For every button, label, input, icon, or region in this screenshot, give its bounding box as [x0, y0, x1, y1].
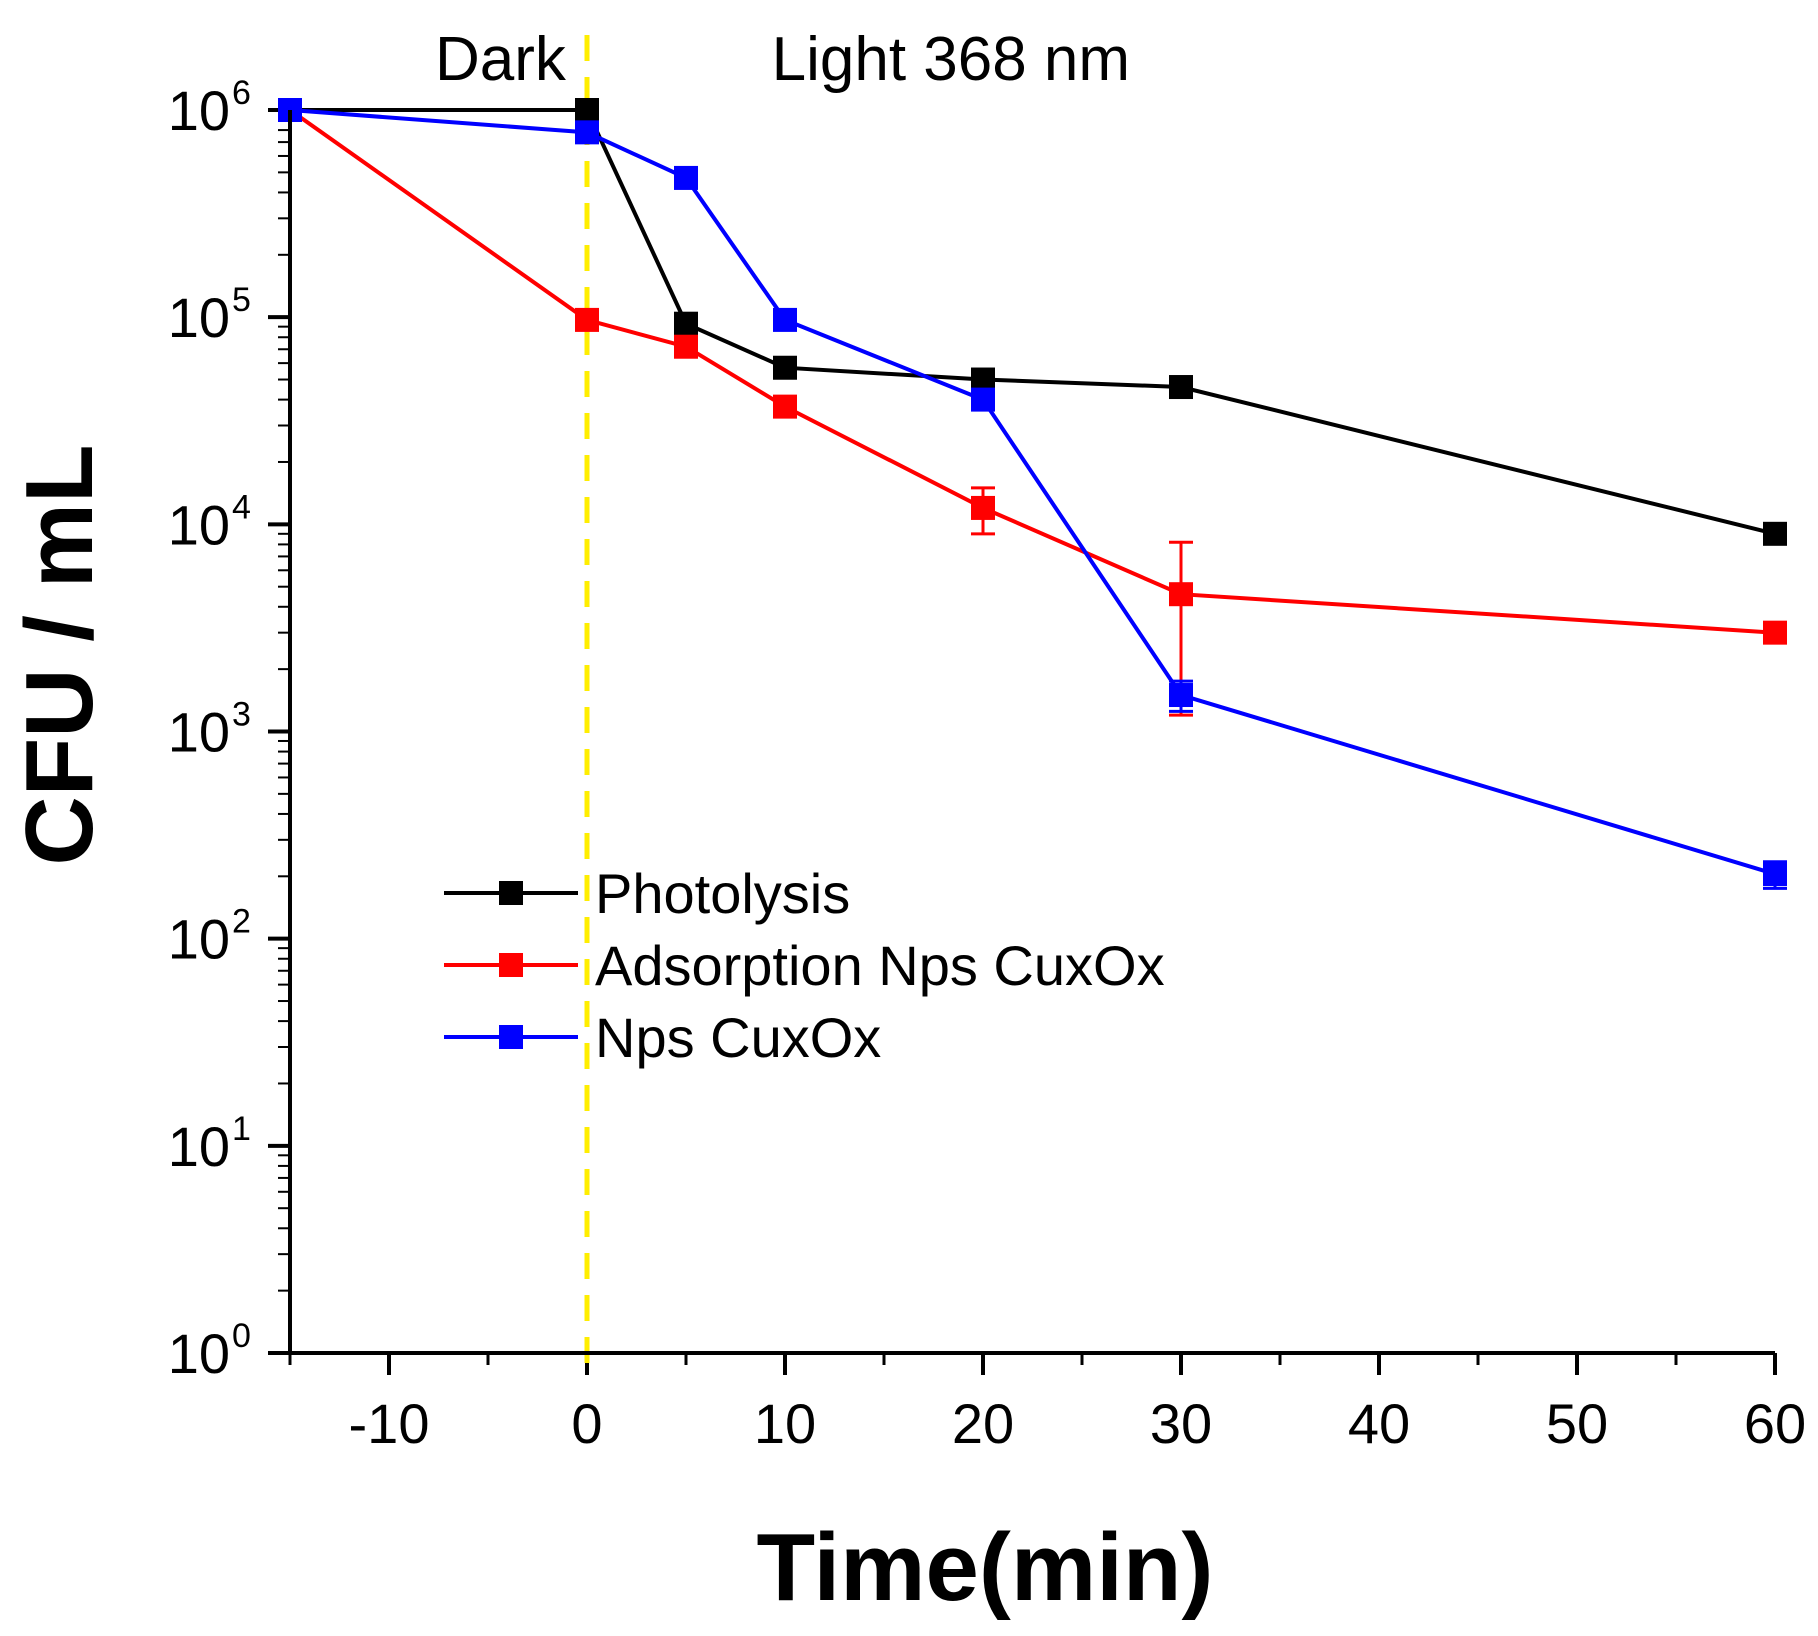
x-tick-label: 50: [1546, 1392, 1608, 1455]
data-point: [575, 307, 599, 332]
data-point: [1763, 862, 1787, 887]
legend-label: Nps CuxOx: [595, 1006, 881, 1069]
data-point: [575, 120, 599, 145]
series-layer: [278, 98, 1787, 890]
legend-marker: [499, 881, 523, 905]
series-2: [278, 98, 1787, 890]
series-1: [278, 98, 1787, 717]
labels-layer: Time(min) CFU / mL: [6, 444, 1213, 1621]
annotation-layer: Dark Light 368 nm: [435, 25, 1130, 94]
legend-item: Adsorption Nps CuxOx: [444, 934, 1165, 997]
legend-label: Adsorption Nps CuxOx: [595, 934, 1165, 997]
y-tick-label: 10: [168, 79, 230, 142]
y-tick-exponent: 5: [232, 281, 251, 319]
x-tick-label: 0: [571, 1392, 602, 1455]
data-point: [971, 495, 995, 520]
legend-label: Photolysis: [595, 862, 850, 925]
annotation-0: Dark: [435, 25, 567, 94]
legend-marker: [499, 953, 523, 977]
y-axis-title: CFU / mL: [6, 444, 113, 865]
series-line: [288, 108, 1776, 635]
annotation-1: Light 368 nm: [772, 25, 1130, 94]
x-tick-label: 30: [1150, 1392, 1212, 1455]
axes-layer: [288, 110, 1775, 1355]
data-point: [1763, 521, 1787, 546]
series-0: [278, 98, 1787, 546]
data-point: [1169, 683, 1193, 708]
series-line: [289, 108, 1776, 877]
data-point: [575, 98, 599, 122]
data-point: [674, 165, 698, 190]
data-point: [971, 387, 995, 412]
legend-marker: [499, 1025, 523, 1049]
data-point: [971, 367, 995, 392]
y-tick-exponent: 2: [232, 903, 251, 941]
data-point: [1763, 620, 1787, 645]
y-tick-label: 10: [168, 701, 230, 764]
data-point: [674, 311, 698, 336]
data-point: [674, 334, 698, 359]
y-tick-exponent: 0: [232, 1317, 251, 1355]
legend-item: Photolysis: [444, 862, 850, 925]
legend-item: Nps CuxOx: [444, 1006, 881, 1069]
y-tick-exponent: 6: [232, 74, 251, 112]
data-point: [773, 307, 797, 332]
x-axis-title: Time(min): [757, 1514, 1214, 1621]
y-tick-label: 10: [168, 1322, 230, 1385]
x-tick-label: 60: [1744, 1392, 1806, 1455]
x-tick-label: 10: [754, 1392, 816, 1455]
y-tick-label: 10: [168, 493, 230, 556]
y-tick-label: 10: [168, 1115, 230, 1178]
y-tick-label: 10: [168, 286, 230, 349]
x-tick-label: 20: [952, 1392, 1014, 1455]
y-tick-exponent: 3: [232, 696, 251, 734]
data-point: [1169, 375, 1193, 400]
legend: Photolysis Adsorption Nps CuxOx Nps CuxOx: [444, 862, 1165, 1069]
y-tick-exponent: 1: [232, 1110, 251, 1148]
x-tick-label: -10: [349, 1392, 430, 1455]
y-tick-exponent: 4: [232, 488, 251, 526]
y-tick-label: 10: [168, 908, 230, 971]
x-tick-label: 40: [1348, 1392, 1410, 1455]
data-point: [773, 394, 797, 419]
data-point: [1169, 582, 1193, 607]
data-point: [773, 355, 797, 380]
